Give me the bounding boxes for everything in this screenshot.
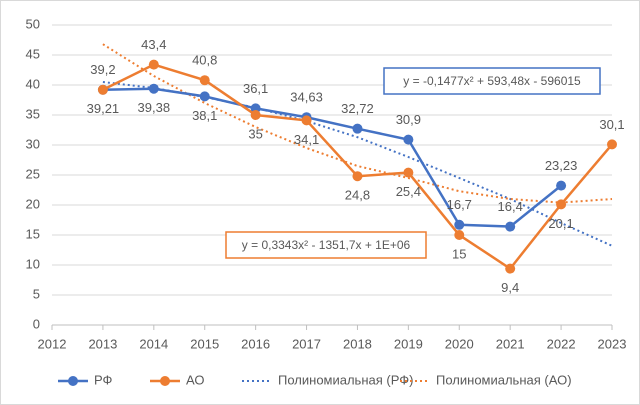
x-tick-label: 2020 [445, 336, 474, 351]
legend-label: АО [186, 372, 205, 387]
legend-label: Полиномиальная (РФ) [278, 372, 413, 387]
x-tick-label: 2018 [343, 336, 372, 351]
x-tick-label: 2013 [88, 336, 117, 351]
data-label: 43,4 [141, 37, 166, 52]
x-tick-label: 2021 [496, 336, 525, 351]
data-label: 39,2 [90, 62, 115, 77]
y-tick-label: 50 [26, 16, 40, 31]
data-label: 24,8 [345, 188, 370, 203]
x-tick-label: 2023 [598, 336, 627, 351]
point [505, 221, 516, 232]
x-tick-label: 2022 [547, 336, 576, 351]
data-label: 34,1 [294, 132, 319, 147]
data-label: 38,1 [192, 108, 217, 123]
y-tick-label: 45 [26, 46, 40, 61]
data-label: 16,7 [447, 197, 472, 212]
data-label: 32,72 [341, 101, 374, 116]
data-label: 30,1 [599, 117, 624, 132]
data-label: 23,23 [545, 158, 578, 173]
x-tick-label: 2016 [241, 336, 270, 351]
point [301, 115, 312, 126]
point [148, 59, 159, 70]
y-tick-label: 20 [26, 196, 40, 211]
point [250, 110, 261, 120]
point [352, 123, 363, 134]
data-label: 30,9 [396, 112, 421, 127]
y-tick-label: 25 [26, 166, 40, 181]
y-tick-label: 40 [26, 76, 40, 91]
x-tick-label: 2019 [394, 336, 423, 351]
data-label: 16,4 [498, 199, 523, 214]
y-tick-label: 5 [33, 286, 40, 301]
point [454, 219, 465, 230]
data-label: 40,8 [192, 53, 217, 68]
x-tick-label: 2015 [190, 336, 219, 351]
data-label: 25,4 [396, 184, 421, 199]
point [199, 91, 210, 102]
equation-box [383, 67, 601, 95]
data-label: 35 [248, 126, 262, 141]
data-label: 36,1 [243, 81, 268, 96]
y-tick-label: 35 [26, 106, 40, 121]
legend-marker [68, 376, 78, 386]
y-tick-label: 30 [26, 136, 40, 151]
x-tick-label: 2017 [292, 336, 321, 351]
equation: y = 0,3343x² - 1351,7x + 1E+06 [242, 238, 411, 252]
data-label: 39,21 [87, 101, 120, 116]
legend-marker [160, 376, 170, 386]
legend-label: Полиномиальная (АО) [436, 372, 572, 387]
point [148, 83, 159, 94]
point [97, 84, 108, 95]
data-label: 20,1 [548, 216, 573, 231]
point [403, 167, 414, 178]
point [403, 134, 414, 145]
point [454, 230, 465, 240]
y-tick-label: 15 [26, 226, 40, 241]
equation-box [225, 231, 427, 259]
x-tick-label: 2012 [38, 336, 67, 351]
y-tick-label: 0 [33, 316, 40, 331]
data-label: 9,4 [501, 280, 519, 295]
trend-line [102, 43, 613, 204]
point [505, 263, 516, 274]
data-label: 39,38 [138, 100, 171, 115]
legend-label: РФ [94, 372, 113, 387]
y-tick-label: 10 [26, 256, 40, 271]
point [352, 171, 363, 182]
point [607, 139, 617, 150]
data-label: 34,63 [290, 90, 323, 105]
data-label: 15 [452, 246, 466, 261]
point [556, 199, 567, 210]
equation: y = -0,1477x² + 593,48x - 596015 [403, 74, 581, 88]
point [199, 75, 210, 86]
series-line [102, 87, 562, 228]
point [556, 180, 567, 191]
x-tick-label: 2014 [139, 336, 168, 351]
